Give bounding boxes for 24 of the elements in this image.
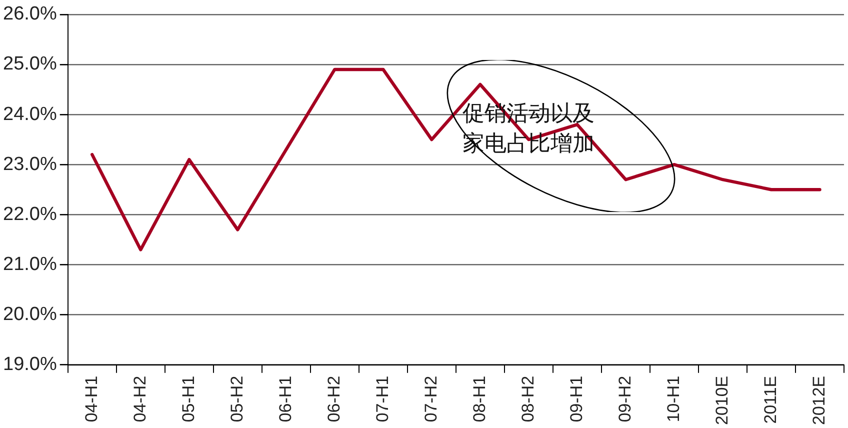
x-tick-label: 05-H2 xyxy=(227,376,246,422)
x-tick-label: 07-H2 xyxy=(421,376,440,422)
y-tick-label: 22.0% xyxy=(3,204,57,225)
x-tick-label: 06-H2 xyxy=(324,376,344,422)
x-tick-label: 04-H1 xyxy=(82,376,101,422)
x-tick-label: 09-H1 xyxy=(566,376,586,422)
x-tick-label: 05-H1 xyxy=(178,376,198,422)
x-tick-label: 08-H2 xyxy=(518,376,538,422)
y-tick-label: 20.0% xyxy=(3,304,57,326)
y-tick-label: 23.0% xyxy=(3,154,57,175)
x-tick-label: 08-H1 xyxy=(470,376,489,422)
x-tick-label: 06-H1 xyxy=(276,376,295,422)
y-tick-label: 21.0% xyxy=(3,254,57,275)
x-tick-label: 2010E xyxy=(712,376,732,426)
y-tick-label: 24.0% xyxy=(3,104,57,125)
x-tick-label: 2011E xyxy=(760,376,780,424)
y-tick-label: 19.0% xyxy=(3,354,57,376)
x-tick-label: 2012E xyxy=(809,376,828,426)
y-tick-label: 25.0% xyxy=(3,54,57,75)
y-tick-label: 26.0% xyxy=(3,4,57,25)
x-tick-label: 10-H1 xyxy=(664,376,683,422)
x-tick-label: 04-H2 xyxy=(130,376,150,422)
x-tick-label: 07-H1 xyxy=(372,376,392,422)
x-tick-label: 09-H2 xyxy=(615,376,634,422)
